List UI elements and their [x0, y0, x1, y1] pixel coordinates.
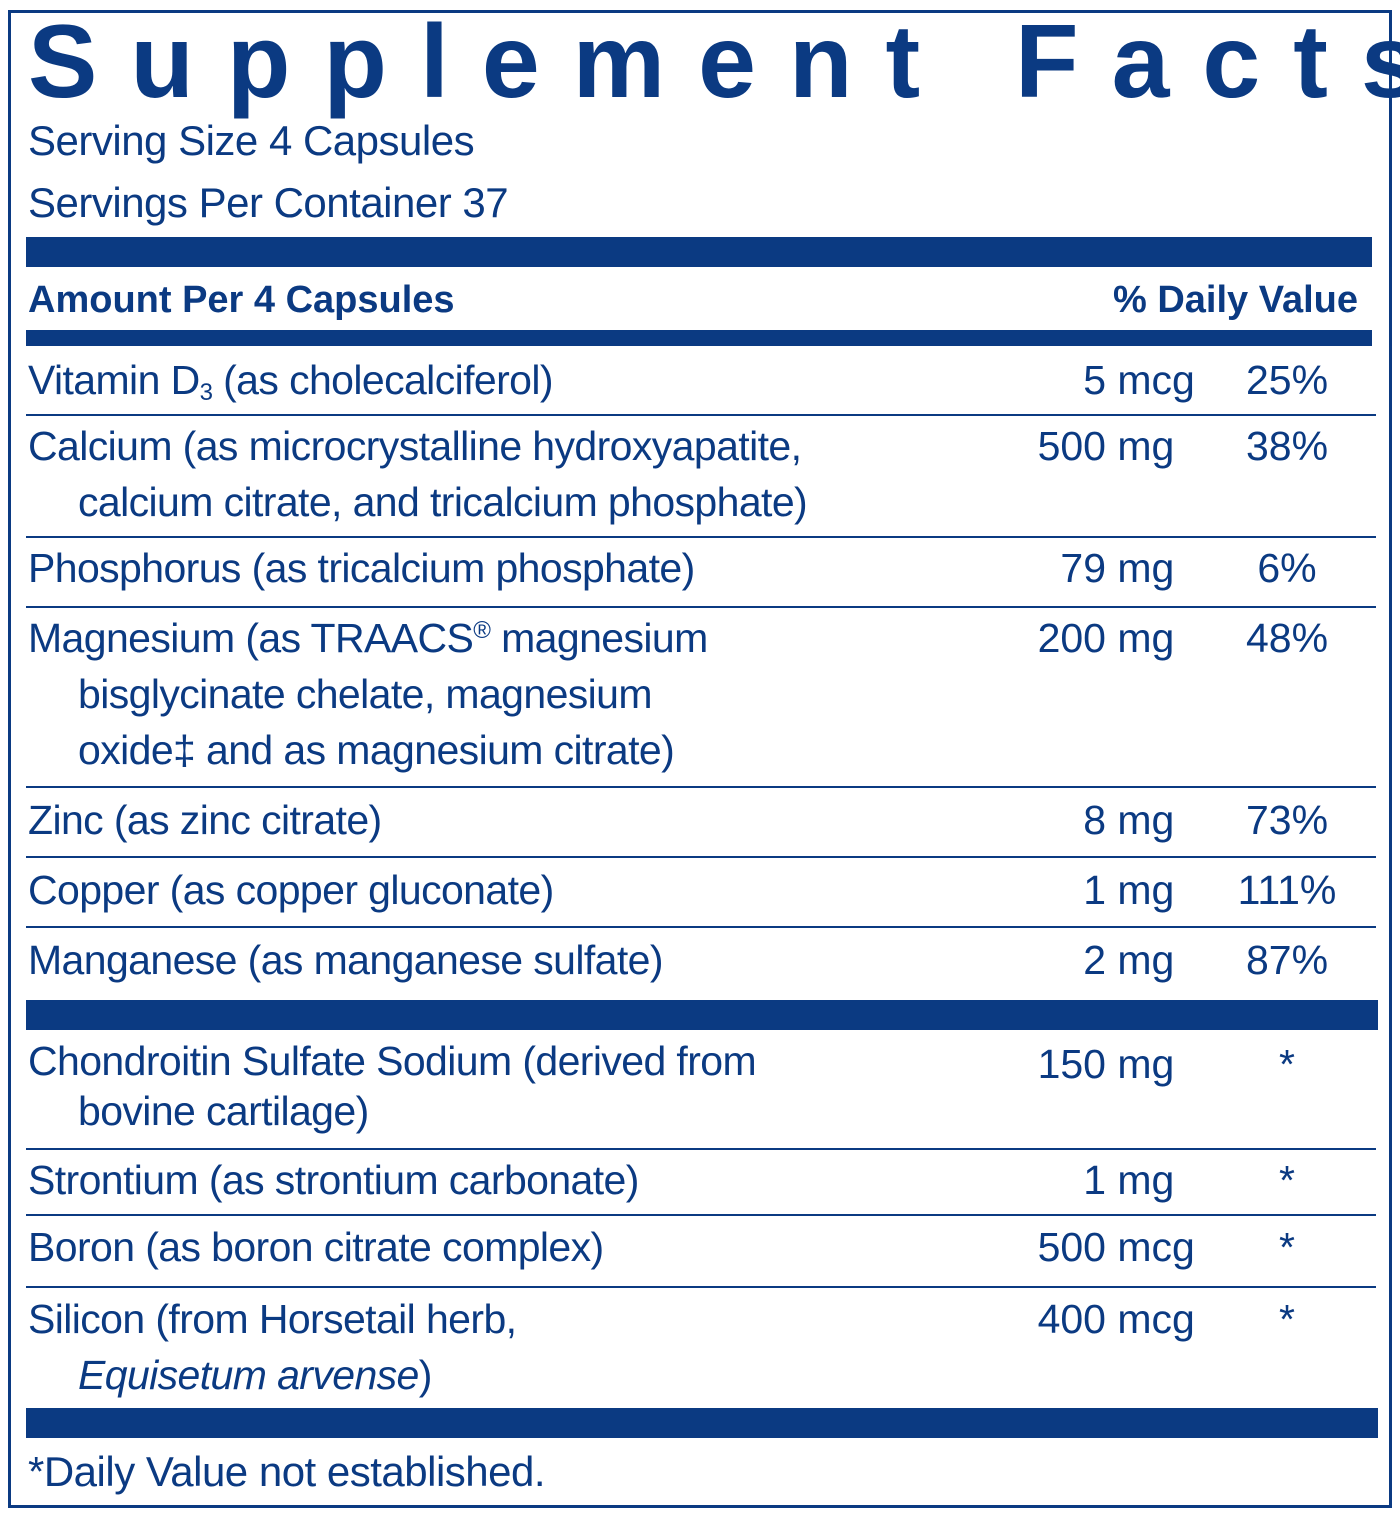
- nutrient-amount: 79 mg: [1060, 545, 1175, 591]
- nutrient-row: Boron (as boron citrate complex) 500 mcg…: [26, 1217, 1376, 1288]
- nutrient-dv: 48%: [1245, 615, 1329, 661]
- nutrient-name: Manganese (as manganese sulfate): [28, 937, 664, 983]
- nutrient-dv: 111%: [1237, 867, 1337, 913]
- nutrient-name: Boron (as boron citrate complex): [28, 1224, 604, 1270]
- thick-divider: [26, 237, 1372, 267]
- nutrient-name: Strontium (as strontium carbonate): [28, 1157, 639, 1203]
- nutrient-amount: 1 mg: [1083, 1157, 1175, 1203]
- nutrient-dv: 6%: [1257, 545, 1317, 591]
- nutrient-row: Silicon (from Horsetail herb, Equisetum a…: [26, 1289, 1376, 1405]
- nutrient-row: Phosphorus (as tricalcium phosphate) 79 …: [26, 538, 1376, 608]
- nutrient-row: Calcium (as microcrystalline hydroxyapat…: [26, 416, 1376, 538]
- thick-divider: [26, 1000, 1378, 1030]
- nutrient-amount: 150 mg: [1037, 1041, 1175, 1087]
- nutrient-amount: 8 mg: [1083, 797, 1175, 843]
- nutrient-name: Phosphorus (as tricalcium phosphate): [28, 545, 695, 591]
- nutrient-amount: 500 mcg: [1037, 1224, 1195, 1270]
- nutrient-row: Zinc (as zinc citrate) 8 mg 73%: [26, 790, 1376, 858]
- nutrient-dv: *: [1279, 1224, 1295, 1270]
- nutrient-row: Strontium (as strontium carbonate) 1 mg …: [26, 1150, 1376, 1216]
- serving-size: Serving Size 4 Capsules: [28, 117, 475, 164]
- nutrient-dv: *: [1279, 1157, 1295, 1203]
- nutrient-dv: *: [1279, 1296, 1295, 1342]
- nutrient-dv: 87%: [1245, 937, 1329, 983]
- nutrient-name: Magnesium (as TRAACS® magnesium bisglycin…: [28, 615, 708, 773]
- servings-per-container: Servings Per Container 37: [28, 179, 509, 226]
- nutrient-name: Copper (as copper gluconate): [28, 867, 554, 913]
- nutrient-dv: 38%: [1245, 423, 1329, 469]
- footnote: *Daily Value not established.: [28, 1448, 546, 1495]
- nutrient-amount: 200 mg: [1037, 615, 1175, 661]
- nutrient-row: Manganese (as manganese sulfate) 2 mg 87…: [26, 930, 1376, 998]
- nutrient-amount: 2 mg: [1083, 937, 1175, 983]
- nutrient-amount: 5 mcg: [1083, 357, 1195, 403]
- daily-value-header: % Daily Value: [1112, 279, 1358, 321]
- nutrient-amount: 1 mg: [1083, 867, 1175, 913]
- nutrient-row: Magnesium (as TRAACS® magnesium bisglycin…: [26, 608, 1376, 788]
- nutrient-amount: 500 mg: [1037, 423, 1175, 469]
- panel-title: Supplement Facts: [28, 4, 1400, 120]
- nutrient-name: Zinc (as zinc citrate): [28, 797, 382, 843]
- nutrient-row: Vitamin D3 (as cholecalciferol) 5 mcg 25…: [26, 350, 1376, 416]
- nutrient-dv: *: [1279, 1041, 1295, 1087]
- nutrient-dv: 73%: [1245, 797, 1329, 843]
- nutrient-name: Calcium (as microcrystalline hydroxyapat…: [28, 423, 808, 525]
- nutrient-name: Vitamin D3 (as cholecalciferol): [28, 357, 554, 406]
- medium-divider: [26, 330, 1372, 346]
- amount-header: Amount Per 4 Capsules: [28, 279, 455, 321]
- thick-divider: [26, 1408, 1378, 1438]
- nutrient-amount: 400 mcg: [1037, 1296, 1195, 1342]
- supplement-facts-panel: [8, 10, 1392, 1508]
- nutrient-row: Chondroitin Sulfate Sodium (derived from…: [26, 1034, 1376, 1150]
- nutrient-name: Silicon (from Horsetail herb, Equisetum a…: [28, 1296, 517, 1398]
- nutrient-dv: 25%: [1245, 357, 1329, 403]
- nutrient-row: Copper (as copper gluconate) 1 mg 111%: [26, 860, 1376, 928]
- nutrient-name: Chondroitin Sulfate Sodium (derived from…: [28, 1038, 757, 1134]
